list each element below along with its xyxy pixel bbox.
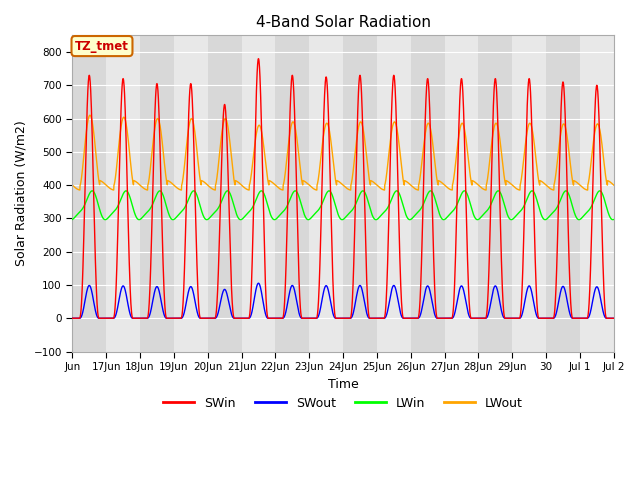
SWin [506, 315, 514, 321]
LWin [602, 203, 610, 209]
Text: TZ_tmet: TZ_tmet [75, 39, 129, 53]
Bar [580, 36, 614, 351]
Bar [377, 36, 411, 351]
LWout [603, 179, 611, 184]
X-axis label: Time: Time [328, 377, 358, 391]
SWin [68, 315, 76, 321]
SWout [376, 315, 383, 321]
LWin [239, 215, 247, 221]
SWin [255, 56, 262, 61]
SWout [68, 315, 76, 321]
Bar [512, 36, 546, 351]
SWout [123, 293, 131, 299]
Bar [174, 36, 208, 351]
Bar [72, 36, 106, 351]
SWout [506, 315, 514, 321]
LWout [584, 187, 591, 193]
LWin [610, 216, 618, 222]
Bar [546, 36, 580, 351]
Line: LWout: LWout [72, 115, 614, 190]
Legend: SWin, SWout, LWin, LWout: SWin, SWout, LWin, LWout [158, 392, 528, 415]
SWin [123, 149, 131, 155]
SWout [537, 315, 545, 321]
Bar [309, 36, 343, 351]
LWin [123, 188, 131, 194]
LWin [68, 216, 76, 222]
SWin [610, 315, 618, 321]
Bar [208, 36, 241, 351]
Bar [445, 36, 478, 351]
Bar [241, 36, 275, 351]
SWout [610, 315, 618, 321]
LWin [537, 210, 545, 216]
LWin [359, 188, 367, 194]
LWout [610, 182, 618, 188]
SWin [239, 315, 247, 321]
Line: LWin: LWin [72, 191, 614, 220]
Bar [343, 36, 377, 351]
LWin [506, 216, 514, 222]
SWin [537, 315, 545, 321]
Bar [478, 36, 512, 351]
LWin [609, 217, 617, 223]
LWout [123, 124, 131, 130]
Title: 4-Band Solar Radiation: 4-Band Solar Radiation [255, 15, 431, 30]
LWout [68, 182, 76, 188]
LWout [239, 184, 247, 190]
SWin [376, 315, 383, 321]
LWout [376, 185, 383, 191]
SWout [255, 280, 262, 286]
LWout [506, 180, 514, 186]
Bar [140, 36, 174, 351]
Line: SWout: SWout [72, 283, 614, 318]
SWout [602, 315, 610, 321]
LWout [537, 178, 545, 184]
SWout [239, 315, 247, 321]
Bar [275, 36, 309, 351]
LWout [86, 112, 94, 118]
Bar [411, 36, 445, 351]
Line: SWin: SWin [72, 59, 614, 318]
LWin [376, 214, 383, 220]
Bar [106, 36, 140, 351]
Y-axis label: Solar Radiation (W/m2): Solar Radiation (W/m2) [15, 120, 28, 266]
SWin [602, 315, 610, 321]
